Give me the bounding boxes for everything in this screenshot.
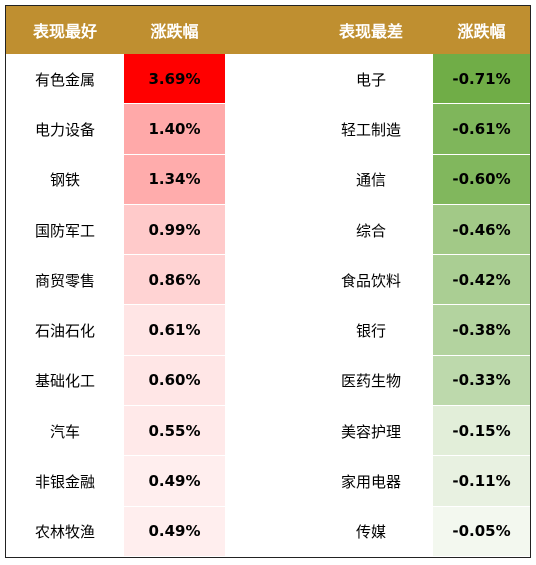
row-spacer [225, 507, 309, 557]
worst-sector-name: 美容护理 [340, 422, 401, 441]
worst-sector-change: -0.46% [433, 204, 530, 256]
best-sector-change: 0.99% [124, 204, 225, 256]
worst-sector-change: -0.33% [433, 355, 530, 407]
best-sector-change: 1.34% [124, 154, 225, 205]
worst-sector-name: 轻工制造 [340, 120, 401, 139]
row-spacer [225, 205, 309, 255]
worst-sector-name: 电子 [355, 70, 386, 89]
worst-sector-name: 银行 [355, 322, 386, 341]
best-sector-name: 有色金属 [34, 70, 95, 89]
worst-sector-name: 食品饮料 [340, 271, 401, 290]
worst-sector-change: -0.38% [433, 305, 530, 356]
best-sector-name: 农林牧渔 [34, 523, 95, 542]
row-spacer [225, 155, 309, 205]
worst-sector-change: -0.71% [433, 54, 530, 105]
row-spacer [225, 406, 309, 456]
best-sector-name: 国防军工 [34, 221, 95, 240]
worst-sector-name: 家用电器 [340, 473, 401, 492]
row-spacer [225, 456, 309, 506]
row-spacer [225, 356, 309, 406]
best-sector-change: 0.55% [124, 406, 225, 457]
best-sector-name: 商贸零售 [34, 271, 95, 290]
best-sector-change: 0.60% [124, 355, 225, 407]
worst-sector-name: 通信 [355, 171, 386, 190]
header-worst-change: 涨跌幅 [433, 6, 530, 54]
worst-sector-change: -0.11% [433, 456, 530, 507]
worst-sector-change: -0.61% [433, 104, 530, 155]
best-sector-name: 钢铁 [49, 171, 80, 190]
best-sector-change: 0.61% [124, 305, 225, 356]
header-worst-sector: 表现最差 [309, 6, 433, 54]
header-best-change: 涨跌幅 [124, 6, 225, 54]
best-sector-name: 汽车 [49, 422, 80, 441]
row-spacer [225, 305, 309, 355]
worst-sector-change: -0.60% [433, 154, 530, 205]
row-spacer [225, 104, 309, 154]
row-spacer [225, 54, 309, 104]
worst-sector-name: 传媒 [355, 523, 386, 542]
row-spacer [225, 255, 309, 305]
best-sector-change: 3.69% [124, 54, 225, 105]
header-spacer [225, 6, 309, 54]
header-best-sector: 表现最好 [6, 6, 124, 54]
sector-performance-table: 表现最好 涨跌幅 表现最差 涨跌幅 有色金属 3.69% 电子 -0.71% 电力设备 1… [5, 5, 531, 558]
best-sector-change: 0.49% [124, 506, 225, 557]
worst-sector-name: 医药生物 [340, 372, 401, 391]
best-sector-name: 基础化工 [34, 372, 95, 391]
worst-sector-change: -0.05% [433, 506, 530, 557]
best-sector-change: 0.49% [124, 456, 225, 507]
worst-sector-change: -0.15% [433, 406, 530, 457]
worst-sector-name: 综合 [355, 221, 386, 240]
best-sector-change: 0.86% [124, 255, 225, 306]
best-sector-name: 非银金融 [34, 473, 95, 492]
best-sector-name: 电力设备 [34, 120, 95, 139]
best-sector-name: 石油石化 [34, 322, 95, 341]
best-sector-change: 1.40% [124, 104, 225, 155]
worst-sector-change: -0.42% [433, 255, 530, 306]
